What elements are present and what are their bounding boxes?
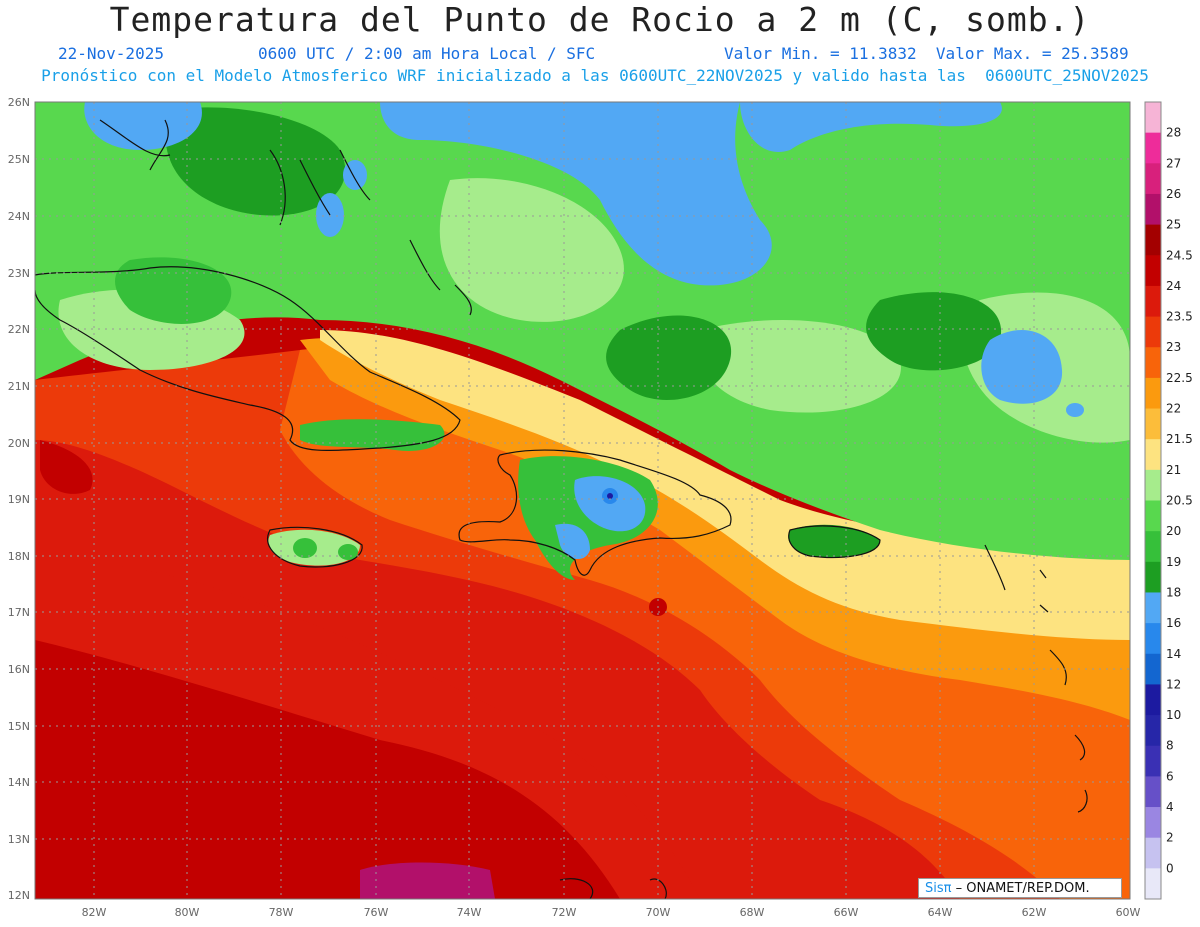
lat-label: 25N <box>8 153 30 166</box>
colorbar-swatch <box>1145 653 1161 685</box>
colorbar-label: 24 <box>1166 279 1181 293</box>
lon-label: 70W <box>646 906 671 919</box>
credit-box: Sisπ – ONAMET/REP.DOM. <box>918 878 1122 898</box>
lon-label: 68W <box>740 906 765 919</box>
colorbar-frame <box>1144 101 1162 900</box>
colorbar-label: 16 <box>1166 616 1181 630</box>
colorbar-label: 21 <box>1166 463 1181 477</box>
colorbar-swatch <box>1145 715 1161 747</box>
lon-label: 78W <box>269 906 294 919</box>
colorbar-swatch <box>1145 193 1161 226</box>
colorbar-swatch <box>1145 500 1161 532</box>
lat-label: 23N <box>8 267 30 280</box>
colorbar-label: 0 <box>1166 861 1174 875</box>
colorbar-swatch <box>1145 224 1161 256</box>
lat-label: 22N <box>8 323 30 336</box>
lat-label: 12N <box>8 889 30 902</box>
colorbar-swatch <box>1145 837 1161 869</box>
sispi-logo: Sisπ <box>925 881 952 896</box>
lat-label: 19N <box>8 493 30 506</box>
lat-label: 17N <box>8 606 30 619</box>
colorbar-swatch <box>1145 623 1161 655</box>
lat-lon-grid <box>35 102 1130 899</box>
colorbar-swatch <box>1145 807 1161 839</box>
colorbar-swatch <box>1145 132 1161 164</box>
lon-label: 64W <box>928 906 953 919</box>
colorbar-swatch <box>1145 377 1161 410</box>
lon-label: 82W <box>82 906 107 919</box>
model-description: Pronóstico con el Modelo Atmosferico WRF… <box>41 66 1149 85</box>
lat-label: 15N <box>8 720 30 733</box>
colorbar-label: 4 <box>1166 800 1174 814</box>
lon-label: 76W <box>364 906 389 919</box>
colorbar-swatch <box>1145 745 1161 777</box>
colorbar-label: 25 <box>1166 218 1181 232</box>
colorbar-swatch <box>1145 684 1161 716</box>
colorbar-label: 28 <box>1166 126 1181 140</box>
colorbar-label: 8 <box>1166 739 1174 753</box>
coastlines <box>35 119 1088 899</box>
colorbar-label: 20.5 <box>1166 494 1193 508</box>
colorbar-swatch <box>1145 469 1161 501</box>
colorbar-label: 26 <box>1166 187 1181 201</box>
latitude-labels: 26N 25N 24N 23N 22N 21N 20N 19N 18N 17N … <box>8 96 30 902</box>
colorbar-swatch <box>1145 561 1161 593</box>
colorbar-swatch <box>1145 163 1161 195</box>
colorbar: 2827262524.52423.52322.52221.52120.52019… <box>1144 101 1193 900</box>
min-max-values: Valor Min. = 11.3832 Valor Max. = 25.358… <box>724 44 1129 63</box>
lat-label: 18N <box>8 550 30 563</box>
lat-label: 26N <box>8 96 30 109</box>
colorbar-label: 20 <box>1166 524 1181 538</box>
colorbar-swatch <box>1145 285 1161 318</box>
colorbar-label: 6 <box>1166 769 1174 783</box>
lat-label: 16N <box>8 663 30 676</box>
lon-label: 62W <box>1022 906 1047 919</box>
dewpoint-field <box>35 102 1130 899</box>
colorbar-label: 22.5 <box>1166 371 1193 385</box>
lat-label: 24N <box>8 210 30 223</box>
colorbar-label: 19 <box>1166 555 1181 569</box>
colorbar-swatch <box>1145 347 1161 379</box>
colorbar-label: 24.5 <box>1166 248 1193 262</box>
longitude-labels: 82W 80W 78W 76W 74W 72W 70W 68W 66W 64W … <box>82 906 1141 919</box>
lon-label: 72W <box>552 906 577 919</box>
colorbar-label: 12 <box>1166 677 1181 691</box>
lat-label: 14N <box>8 776 30 789</box>
colorbar-swatch <box>1145 776 1161 808</box>
colorbar-label: 18 <box>1166 585 1181 599</box>
colorbar-label: 2 <box>1166 831 1174 845</box>
colorbar-label: 27 <box>1166 156 1181 170</box>
lat-label: 13N <box>8 833 30 846</box>
colorbar-label: 10 <box>1166 708 1181 722</box>
lon-label: 74W <box>457 906 482 919</box>
map-title: Temperatura del Punto de Rocio a 2 m (C,… <box>109 0 1091 39</box>
colorbar-swatch <box>1145 531 1161 563</box>
colorbar-label: 21.5 <box>1166 432 1193 446</box>
colorbar-label: 14 <box>1166 647 1181 661</box>
colorbar-label: 23.5 <box>1166 310 1193 324</box>
colorbar-swatch <box>1145 316 1161 348</box>
colorbar-swatch <box>1145 255 1161 287</box>
colorbar-swatch <box>1145 868 1161 900</box>
map-frame <box>34 101 1131 900</box>
colorbar-swatch <box>1145 592 1161 624</box>
forecast-time: 0600 UTC / 2:00 am Hora Local / SFC <box>258 44 596 63</box>
forecast-date: 22-Nov-2025 <box>58 44 164 63</box>
lon-label: 60W <box>1116 906 1141 919</box>
colorbar-swatch <box>1145 408 1161 440</box>
lon-label: 80W <box>175 906 200 919</box>
lat-label: 21N <box>8 380 30 393</box>
colorbar-swatch <box>1145 439 1161 471</box>
colorbar-label: 23 <box>1166 340 1181 354</box>
credit-text: – ONAMET/REP.DOM. <box>955 881 1090 896</box>
lon-label: 66W <box>834 906 859 919</box>
colorbar-swatch <box>1145 102 1161 134</box>
lat-label: 20N <box>8 437 30 450</box>
colorbar-label: 22 <box>1166 402 1181 416</box>
